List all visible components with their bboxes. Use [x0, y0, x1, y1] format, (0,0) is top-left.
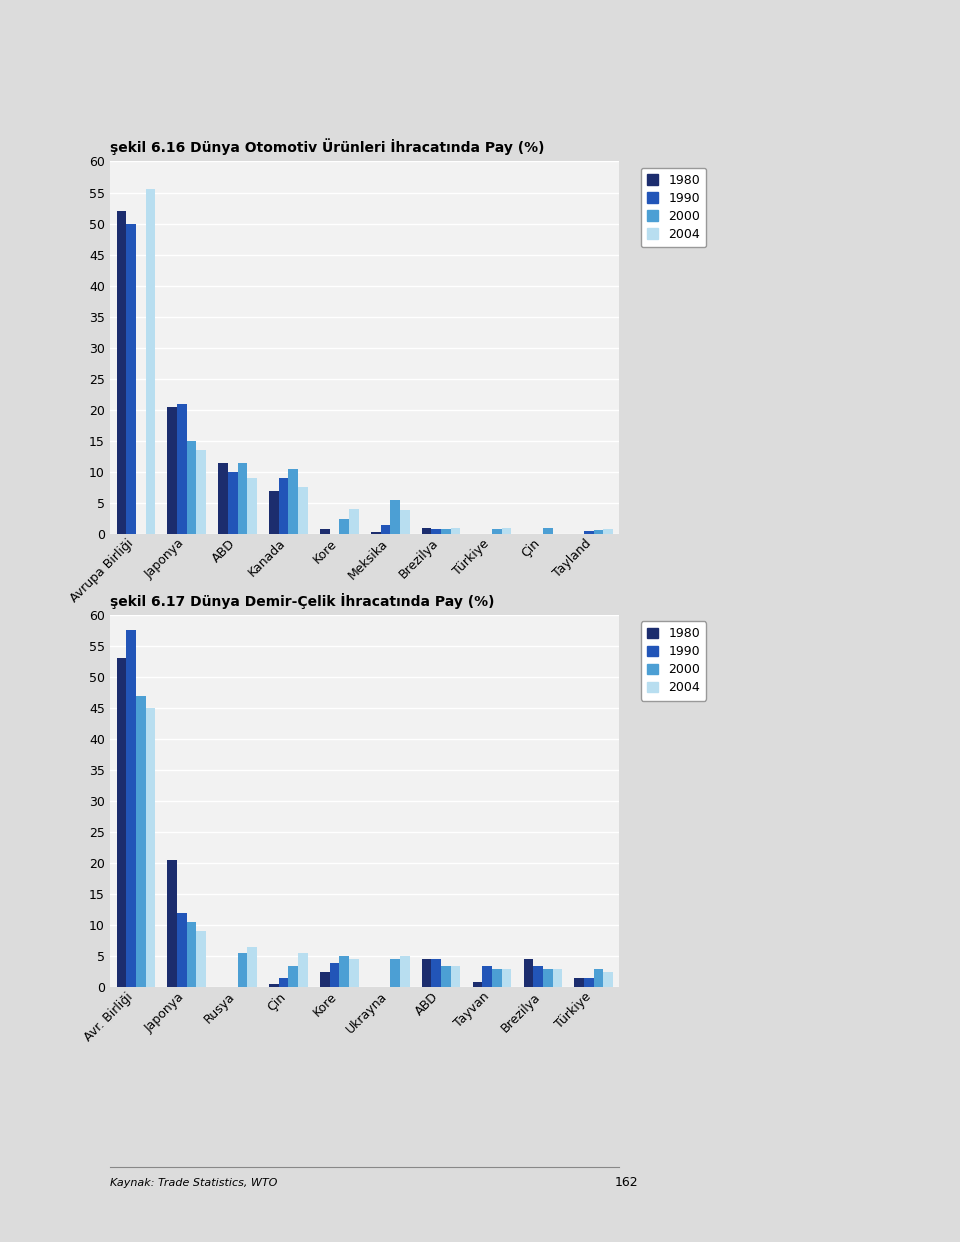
Bar — [320, 971, 329, 987]
Bar — [146, 189, 156, 534]
Bar — [593, 969, 604, 987]
Bar — [248, 478, 257, 534]
Bar — [380, 524, 391, 534]
Bar — [593, 529, 604, 534]
Bar — [126, 630, 136, 987]
Bar — [472, 982, 482, 987]
Bar — [431, 529, 442, 534]
Bar — [299, 487, 308, 534]
Bar — [553, 969, 563, 987]
Bar — [574, 977, 584, 987]
Bar — [126, 224, 136, 534]
Bar — [329, 963, 340, 987]
Bar — [136, 696, 146, 987]
Bar — [187, 922, 197, 987]
Bar — [218, 462, 228, 534]
Bar — [167, 859, 177, 987]
Bar — [482, 965, 492, 987]
Bar — [604, 971, 613, 987]
Legend: 1980, 1990, 2000, 2004: 1980, 1990, 2000, 2004 — [640, 621, 707, 700]
Bar — [269, 491, 278, 534]
Bar — [288, 965, 299, 987]
Bar — [349, 959, 359, 987]
Bar — [116, 211, 126, 534]
Bar — [278, 977, 288, 987]
Bar — [177, 404, 187, 534]
Text: Kaynak: Trade Statistics, WTO: Kaynak: Trade Statistics, WTO — [110, 1179, 277, 1189]
Bar — [604, 529, 613, 534]
Bar — [177, 913, 187, 987]
Bar — [320, 529, 329, 534]
Bar — [533, 965, 543, 987]
Bar — [197, 450, 206, 534]
Bar — [421, 528, 431, 534]
Bar — [543, 969, 553, 987]
Bar — [340, 519, 349, 534]
Text: şekil 6.16 Dünya Otomotiv Ürünleri İhracatında Pay (%): şekil 6.16 Dünya Otomotiv Ürünleri İhrac… — [110, 138, 545, 155]
Bar — [278, 478, 288, 534]
Legend: 1980, 1990, 2000, 2004: 1980, 1990, 2000, 2004 — [640, 168, 707, 247]
Bar — [400, 510, 410, 534]
Bar — [288, 468, 299, 534]
Bar — [400, 956, 410, 987]
Bar — [492, 529, 502, 534]
Bar — [238, 462, 248, 534]
Bar — [584, 532, 593, 534]
Bar — [299, 953, 308, 987]
Bar — [197, 932, 206, 987]
Bar — [451, 965, 461, 987]
Bar — [442, 529, 451, 534]
Bar — [167, 406, 177, 534]
Bar — [421, 959, 431, 987]
Bar — [502, 528, 512, 534]
Bar — [451, 528, 461, 534]
Bar — [238, 953, 248, 987]
Bar — [146, 708, 156, 987]
Bar — [187, 441, 197, 534]
Bar — [269, 984, 278, 987]
Bar — [371, 532, 380, 534]
Bar — [523, 959, 533, 987]
Bar — [349, 509, 359, 534]
Bar — [390, 499, 400, 534]
Bar — [248, 946, 257, 987]
Text: 162: 162 — [614, 1176, 638, 1189]
Bar — [502, 969, 512, 987]
Bar — [116, 658, 126, 987]
Bar — [431, 959, 442, 987]
Bar — [390, 959, 400, 987]
Bar — [442, 965, 451, 987]
Bar — [492, 969, 502, 987]
Text: şekil 6.17 Dünya Demir-Çelik İhracatında Pay (%): şekil 6.17 Dünya Demir-Çelik İhracatında… — [110, 592, 495, 609]
Bar — [543, 528, 553, 534]
Bar — [228, 472, 238, 534]
Bar — [584, 977, 593, 987]
Bar — [340, 956, 349, 987]
